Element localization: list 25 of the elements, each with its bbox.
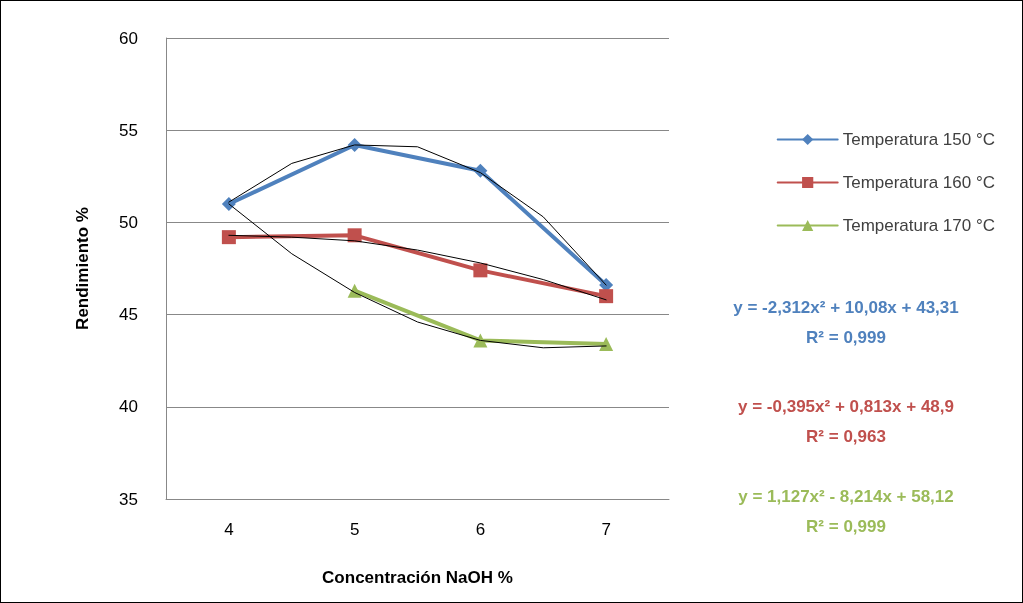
y-axis-title: Rendimiento % [73, 207, 92, 330]
legend-label: Temperatura 170 °C [842, 216, 996, 235]
y-tick-label: 45 [119, 305, 138, 325]
x-tick-label: 7 [601, 520, 611, 539]
legend-label: Temperatura 160 °C [842, 173, 996, 192]
text: R² = 0,999 [806, 517, 886, 536]
text: y = -2,312x² + 10,08x + 43,31 [733, 298, 959, 317]
point [473, 263, 488, 278]
y-tick-label: 60 [119, 28, 138, 48]
legend-label: Temperatura 150 °C [842, 130, 996, 149]
y-tick-label: 40 [119, 397, 138, 417]
x-tick-label: 6 [475, 520, 486, 539]
text: y = 1,127x² - 8,214x + 58,12 [738, 487, 954, 506]
x-tick-label: 4 [224, 520, 234, 539]
y-tick-label: 35 [119, 489, 138, 509]
text: y = -0,395x² + 0,813x + 48,9 [738, 397, 954, 416]
x-axis-title: Concentración NaOH % [322, 568, 513, 587]
point [221, 230, 236, 245]
text: R² = 0,999 [806, 328, 886, 347]
x-tick-label: 5 [349, 520, 360, 539]
y-tick-label: 50 [119, 212, 138, 232]
point [347, 228, 362, 243]
point [599, 289, 614, 304]
text: R² = 0,963 [806, 427, 886, 446]
y-tick-label: 55 [119, 120, 138, 140]
